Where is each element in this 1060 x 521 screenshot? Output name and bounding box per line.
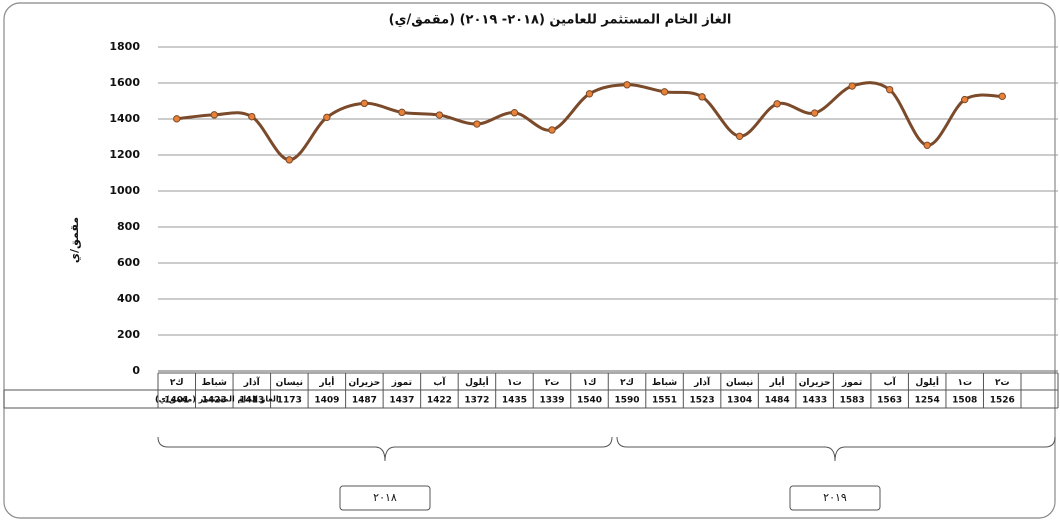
x-tick-label: ك١ bbox=[583, 378, 597, 388]
group-brace bbox=[616, 436, 1056, 462]
group-brace bbox=[157, 436, 613, 462]
value-cell: 1422 bbox=[427, 396, 452, 406]
data-point bbox=[810, 109, 819, 117]
x-tick-label: شباط bbox=[652, 378, 677, 388]
data-point bbox=[360, 99, 369, 108]
x-tick-label: أيلول bbox=[915, 376, 939, 388]
x-tick-label: أيار bbox=[769, 376, 785, 388]
y-tick-label: 800 bbox=[117, 220, 140, 233]
value-cell: 1254 bbox=[915, 396, 940, 406]
value-cell: 1590 bbox=[614, 396, 639, 406]
y-tick-label: 1600 bbox=[109, 76, 140, 89]
value-cell: 1583 bbox=[840, 396, 865, 406]
series-name: الغاز الخام المستثمر (مقمق/ي) bbox=[155, 395, 279, 404]
value-cell: 1508 bbox=[952, 396, 977, 406]
data-point bbox=[510, 109, 519, 117]
y-tick-label: 1000 bbox=[109, 184, 140, 197]
x-tick-label: نيسان bbox=[726, 378, 753, 388]
value-cell: 1540 bbox=[577, 396, 602, 406]
x-tick-label: شباط bbox=[202, 378, 227, 388]
data-point bbox=[323, 113, 331, 122]
group-box bbox=[789, 485, 881, 511]
value-cell: 1526 bbox=[990, 396, 1015, 406]
data-point bbox=[173, 115, 181, 123]
y-tick-label: 1400 bbox=[109, 112, 140, 125]
data-point bbox=[735, 132, 744, 140]
x-tick-label: ت٢ bbox=[995, 378, 1010, 388]
data-point bbox=[961, 95, 969, 104]
group-box bbox=[339, 485, 431, 511]
x-tick-label: آب bbox=[884, 376, 897, 388]
x-tick-label: نيسان bbox=[276, 378, 303, 388]
data-point bbox=[848, 82, 856, 90]
data-point bbox=[998, 92, 1006, 101]
data-point bbox=[698, 93, 706, 101]
y-axis-label: مقمق/ي bbox=[68, 217, 81, 263]
data-point bbox=[435, 111, 444, 119]
y-tick-label: 0 bbox=[132, 364, 140, 377]
value-cell: 1435 bbox=[502, 396, 527, 406]
data-point bbox=[923, 141, 931, 149]
x-tick-label: آذار bbox=[243, 376, 261, 388]
y-tick-label: 200 bbox=[117, 328, 140, 341]
data-point bbox=[548, 126, 556, 134]
group-label: ٢٠١٩ bbox=[823, 491, 847, 504]
x-tick-label: آذار bbox=[693, 376, 711, 388]
value-cell: 1372 bbox=[464, 396, 489, 406]
data-point bbox=[473, 120, 481, 128]
y-tick-label: 1200 bbox=[109, 148, 140, 161]
y-tick-label: 600 bbox=[117, 256, 140, 269]
value-cell: 1487 bbox=[352, 396, 377, 406]
value-cell: 1423 bbox=[202, 396, 227, 406]
x-tick-label: تموز bbox=[841, 378, 862, 388]
x-tick-label: ت١ bbox=[507, 378, 522, 388]
x-tick-label: أيلول bbox=[465, 376, 489, 388]
x-tick-label: حزيران bbox=[348, 378, 380, 388]
value-cell: 1563 bbox=[877, 396, 902, 406]
x-tick-label: ك٢ bbox=[620, 378, 634, 388]
value-cell: 1413 bbox=[239, 396, 264, 406]
y-tick-label: 1800 bbox=[109, 40, 140, 53]
data-point bbox=[773, 100, 781, 108]
x-tick-label: ت٢ bbox=[545, 378, 560, 388]
value-cell: 1401 bbox=[164, 396, 189, 406]
value-cell: 1409 bbox=[314, 396, 339, 406]
x-tick-label: حزيران bbox=[799, 378, 831, 388]
data-point bbox=[660, 88, 669, 96]
data-point bbox=[398, 108, 406, 117]
frame bbox=[3, 2, 1056, 519]
data-point bbox=[248, 112, 256, 121]
chart-title: الغاز الخام المستثمر للعامين (٢٠١٨- ٢٠١٩… bbox=[389, 13, 732, 28]
group-label: ٢٠١٨ bbox=[373, 491, 397, 504]
value-cell: 1523 bbox=[690, 396, 715, 406]
value-cell: 1437 bbox=[389, 396, 414, 406]
data-point bbox=[585, 90, 594, 98]
x-tick-label: أيار bbox=[318, 376, 334, 388]
value-cell: 1173 bbox=[277, 396, 302, 406]
value-cell: 1551 bbox=[652, 396, 677, 406]
value-cell: 1339 bbox=[539, 396, 564, 406]
value-cell: 1484 bbox=[765, 396, 790, 406]
y-tick-label: 400 bbox=[117, 292, 140, 305]
data-point bbox=[285, 156, 294, 164]
data-point bbox=[623, 81, 631, 89]
x-tick-label: ك٢ bbox=[170, 378, 184, 388]
data-point bbox=[885, 85, 894, 94]
x-tick-label: تموز bbox=[391, 378, 412, 388]
x-tick-label: آب bbox=[433, 376, 446, 388]
value-cell: 1433 bbox=[802, 396, 827, 406]
data-point bbox=[210, 111, 218, 119]
x-tick-label: ت١ bbox=[957, 378, 972, 388]
value-cell: 1304 bbox=[727, 396, 752, 406]
